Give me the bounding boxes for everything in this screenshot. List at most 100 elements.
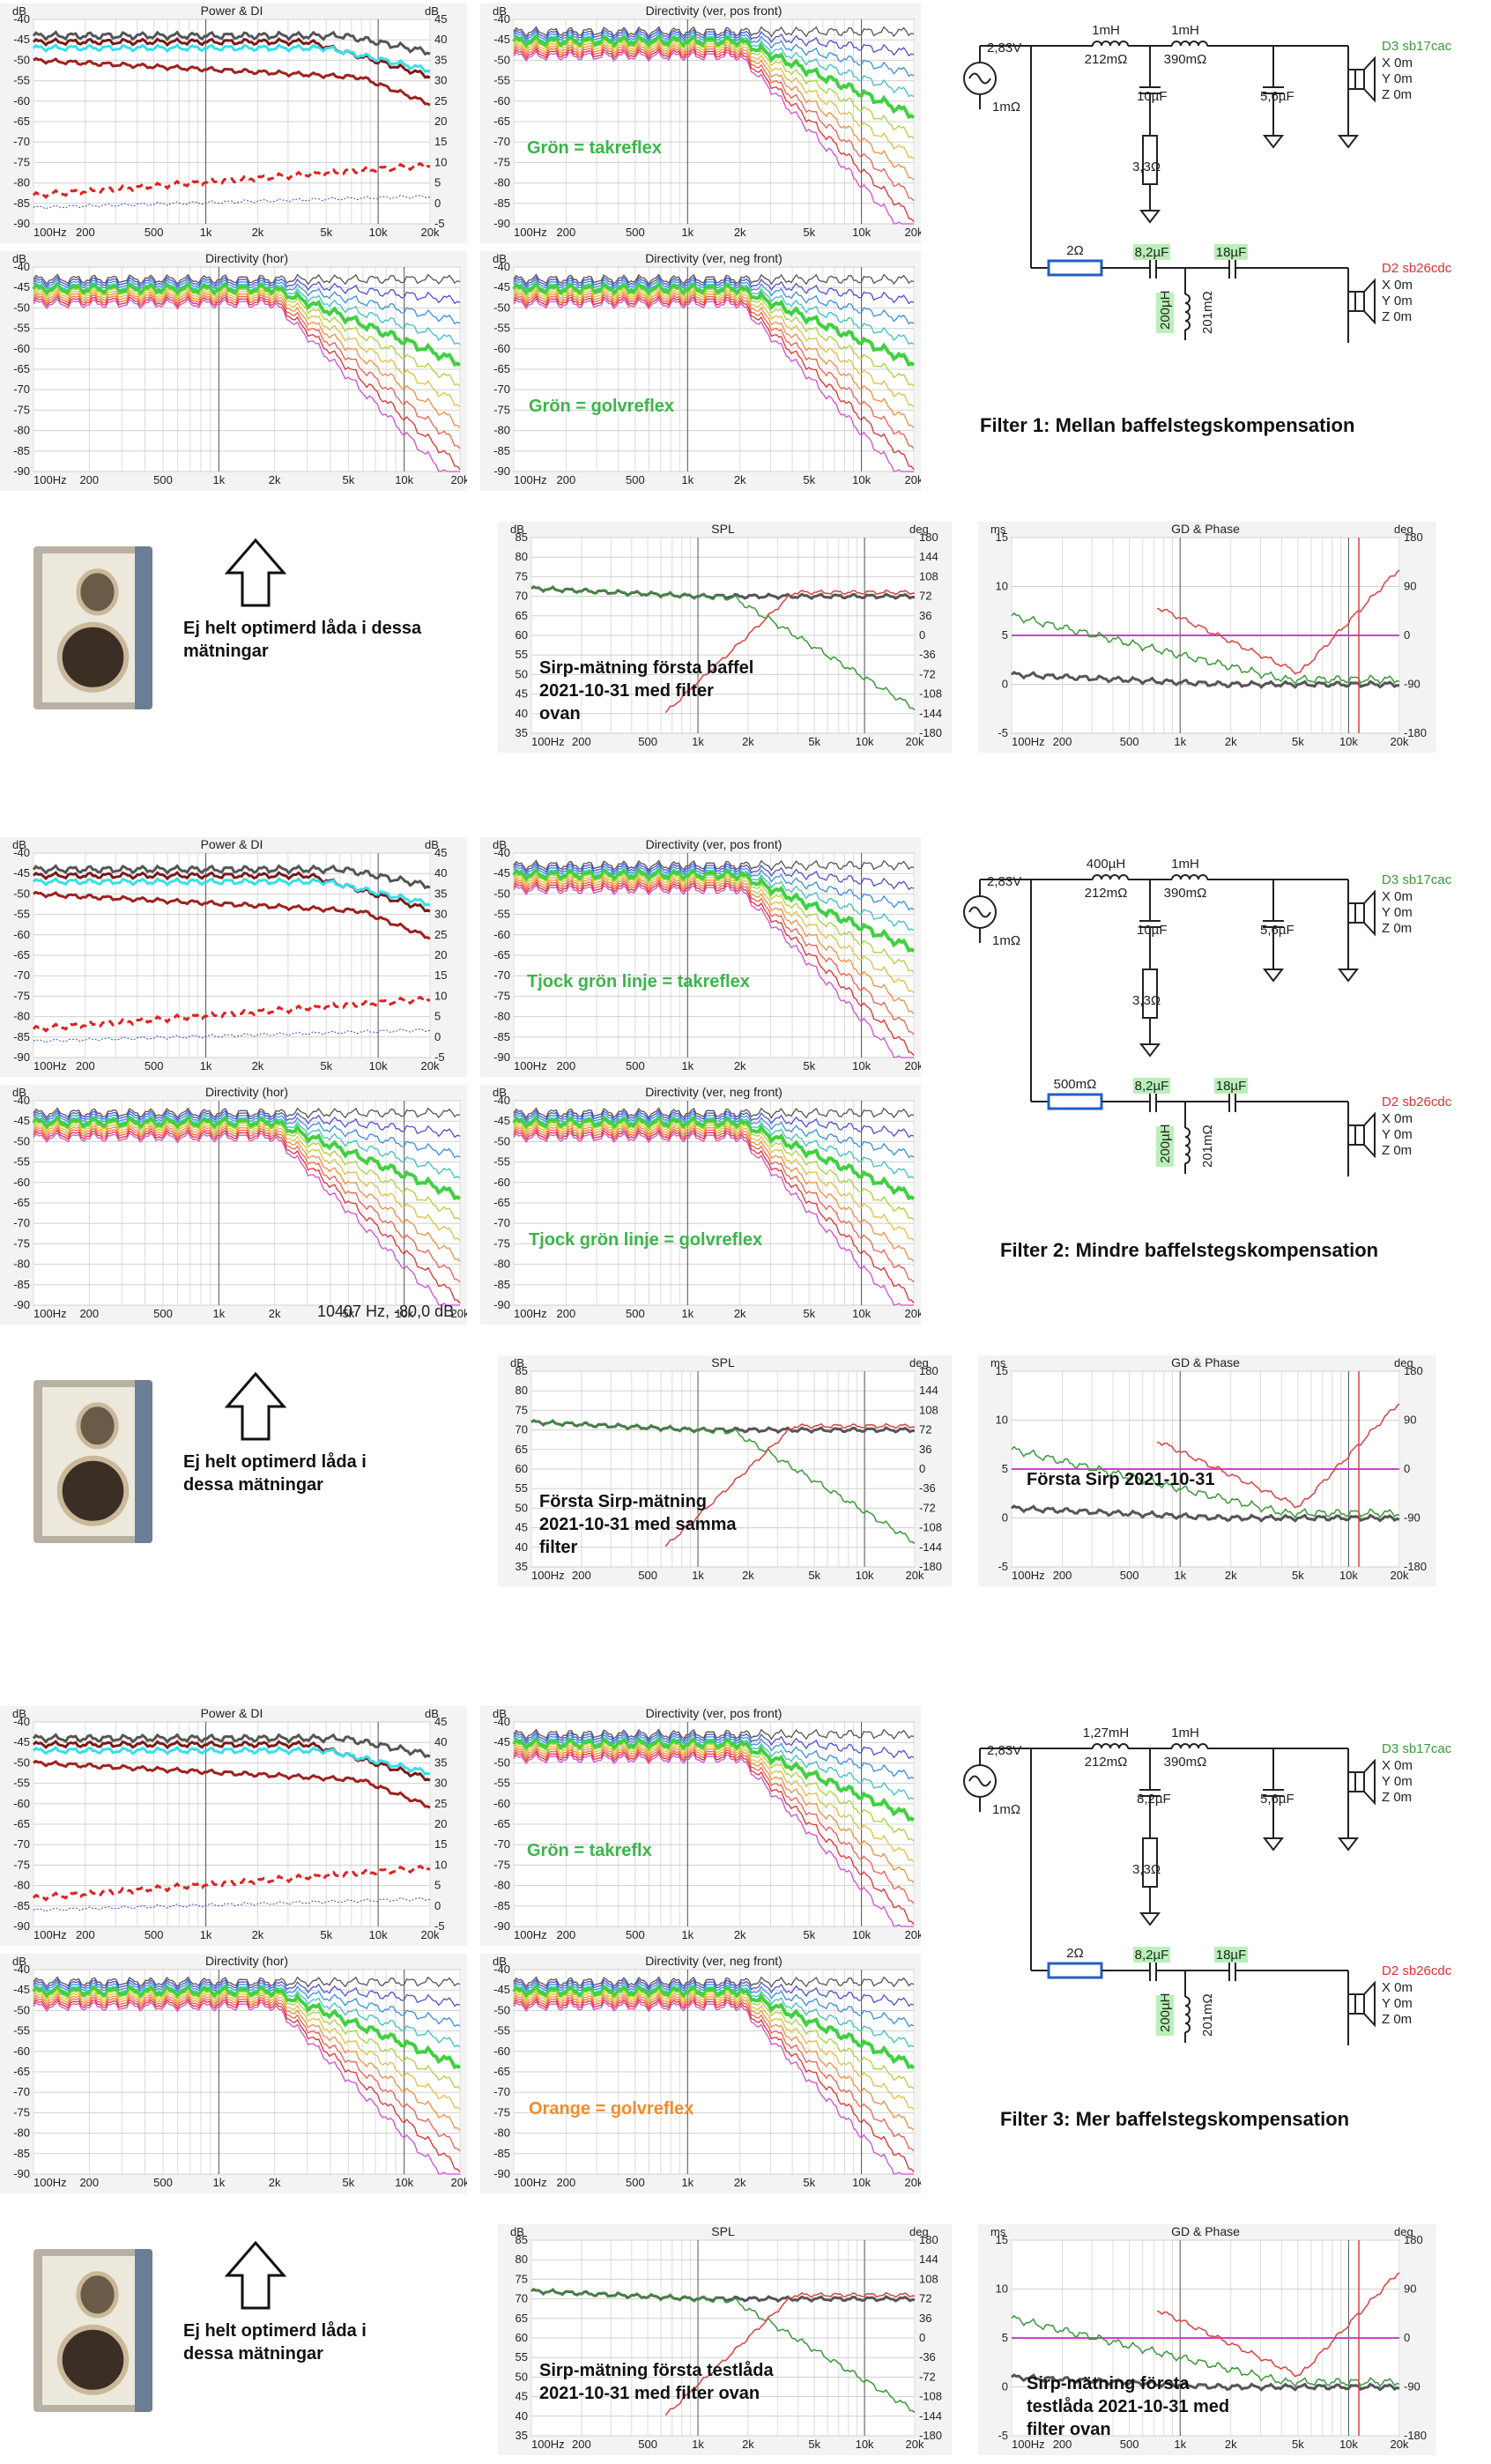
c2-highlight [1214,244,1248,260]
speaker-icon [1354,291,1365,312]
filter-2-title: Filter 2: Mindre baffelstegskompensation [1000,1239,1379,1261]
filter-1-dir-neg-label: Grön = golvreflex [529,395,674,418]
series-angle [33,1129,461,1304]
inductor-icon [1184,1127,1191,1138]
r-tweeter-value: 2Ω [1066,1946,1084,1961]
x-tick-label: 2k [734,1307,746,1320]
y-axis-label: dB [12,1086,26,1099]
series-power-response [33,56,431,107]
y2-tick-label: -108 [919,2390,942,2403]
y-tick-label: -55 [13,908,30,921]
x-tick-label: 20k [451,2176,467,2189]
x-tick-label: 10k [852,1928,871,1941]
source-resistance: 1mΩ [992,100,1020,115]
y-tick-label: -50 [493,1134,510,1147]
y-tick-label: -70 [493,969,510,982]
d3-coord: X 0m [1382,889,1413,904]
chart-title: Power & DI [201,1706,263,1720]
y-tick-label: -85 [493,197,510,210]
y-tick-label: -90 [13,217,30,230]
caption-line: Första Sirp-mätning [539,1492,708,1511]
y-tick-label: -75 [13,989,30,1002]
l2-value: 1mH [1171,1726,1199,1740]
y-tick-label: -65 [13,115,30,128]
filter-3-spl-caption: Sirp-mätning första testlåda 2021-10-31 m… [539,2359,774,2405]
y2-tick-label: -108 [919,687,942,701]
x-tick-label: 5k [320,226,332,239]
y-tick-label: -80 [13,2126,30,2140]
sine-icon [968,906,991,918]
y2-axis-label: deg [1394,523,1413,536]
x-tick-label: 10k [1339,2438,1358,2451]
y2-tick-label: 20 [434,115,447,128]
y2-tick-label: -5 [434,1050,445,1064]
x-tick-label: 500 [638,1569,657,1582]
series-group-delay [1011,671,1400,689]
source-voltage: 2,83V [987,1743,1021,1758]
series-angle [513,48,915,223]
x-tick-label: 10k [1339,1569,1358,1582]
inductor-icon [1171,41,1182,47]
x-tick-label: 5k [808,1569,820,1582]
filter-3-up-arrow [224,2240,287,2315]
y2-axis-label: deg [1394,2225,1413,2238]
x-tick-label: 100Hz [514,473,547,486]
y2-tick-label: 25 [434,94,447,108]
y-tick-label: -80 [13,176,30,189]
series-angle [33,1124,461,1262]
y-tick-label: -55 [13,1777,30,1790]
l-tweeter-highlight [1156,293,1174,333]
series-group [32,30,431,210]
y-tick-label: -40 [13,260,30,273]
series-angle [32,1984,462,2070]
y-tick-label: -60 [13,342,30,355]
inductor-icon [1198,874,1208,880]
y-axis-label: ms [990,1356,1006,1369]
y-tick-label: 85 [516,1364,528,1377]
y-tick-label: -40 [13,12,30,26]
y2-axis-label: dB [425,838,439,851]
series-angle [513,1991,915,2111]
y-tick-label: -70 [493,135,510,148]
filter-1-power-di: -40 -45 -50 -55 -60 -65 -70 -75 -80 -85 -90 45 40 35 3… [0,4,467,243]
x-tick-label: 200 [1053,2438,1072,2451]
y-tick-label: -65 [13,1196,30,1209]
filter-3-dir-pos-label: Grön = takreflx [527,1839,652,1862]
y-tick-label: 55 [516,1481,528,1495]
series-group [512,1728,916,1927]
c-shunt-value: 5,6µF [1260,923,1294,938]
y-tick-label: -90 [13,1919,30,1933]
y-tick-label: -45 [493,866,510,879]
y2-tick-label: -5 [434,1919,445,1933]
y-tick-label: 55 [516,648,528,661]
series-angle [33,298,460,472]
c2-value: 18µF [1216,1948,1247,1963]
x-tick-label: 20k [451,1307,467,1320]
filter-3-directivity-pos: -40 -45 -50 -55 -60 -65 -70 -75 -80 -85 -90 100Hz 20… [480,1706,921,1946]
d2-label: D2 sb26cdc [1382,261,1452,276]
inductor-icon [1184,320,1191,330]
x-tick-label: 200 [76,1059,95,1072]
filter-3-gd-caption: Sirp-mätning första testlåda 2021-10-31 m… [1027,2372,1229,2441]
d2-coord: X 0m [1382,1111,1413,1126]
y-tick-label: -55 [493,322,510,335]
x-tick-label: 100Hz [1012,1569,1045,1582]
x-tick-label: 200 [76,226,95,239]
x-tick-label: 1k [1174,1569,1186,1582]
l-tweeter-resistance: 201mΩ [1200,291,1215,334]
y-tick-label: -50 [493,887,510,900]
l2-value: 1mH [1171,23,1199,38]
l1-resistance: 212mΩ [1085,52,1128,67]
series-angle [513,1110,915,1139]
series-angle [513,1124,915,1262]
y2-tick-label: 10 [434,989,447,1002]
d3-coord: Z 0m [1382,921,1412,936]
y2-tick-label: -90 [1404,1511,1421,1525]
y-tick-label: -70 [493,382,510,396]
y-tick-label: -75 [493,2105,510,2119]
series-angle [33,280,461,345]
chart-title: GD & Phase [1171,522,1240,536]
y-tick-label: -45 [493,280,510,293]
x-tick-label: 500 [626,473,645,486]
y-tick-label: -55 [13,2024,30,2037]
